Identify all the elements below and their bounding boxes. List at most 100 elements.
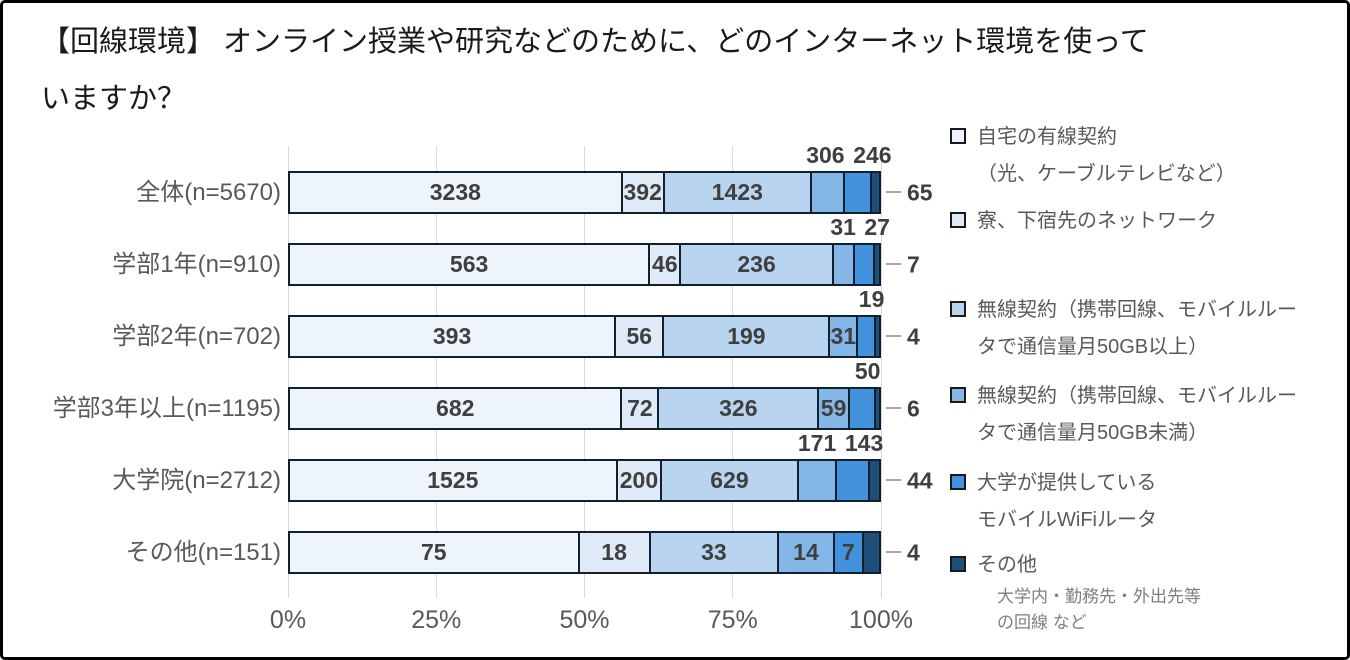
legend-item: 大学が提供している モバイルWiFiルータ (950, 465, 1157, 539)
bar-segment: 1525 (290, 461, 618, 500)
segment-label: 199 (727, 323, 766, 349)
legend-swatch (950, 474, 966, 490)
bar-row: 1525 200 629 44 171 143 (288, 430, 933, 502)
legend-item: 自宅の有線契約 （光、ケーブルテレビなど） (950, 119, 1236, 193)
legend: 自宅の有線契約 （光、ケーブルテレビなど） 寮、下宿先のネットワーク無線契約（携帯回… (950, 3, 1347, 657)
segment-label: 75 (420, 539, 447, 565)
segment-label: 18 (601, 539, 627, 565)
legend-label-line: 無線契約（携帯回線、モバイルルー (977, 385, 1297, 407)
legend-label-line: その他 (977, 554, 1037, 576)
legend-label: 自宅の有線契約 （光、ケーブルテレビなど） (977, 119, 1236, 193)
above-label: 19 (858, 286, 885, 312)
bar-segment: 200 (617, 461, 663, 500)
above-label: 27 (864, 214, 890, 240)
bar-segment (875, 317, 879, 356)
category-label: 全体(n=5670) (136, 179, 281, 206)
bar-segment (869, 461, 879, 500)
legend-label-line: 寮、下宿先のネットワーク (977, 210, 1217, 232)
bar-segment (876, 389, 879, 428)
above-label: 50 (854, 358, 881, 384)
category-label: 学部3年以上(n=1195) (52, 395, 281, 422)
bar-segment (837, 461, 870, 500)
chart-title: 【回線環境】 オンライン授業や研究などのために、どのインターネット環境を使って … (41, 14, 1331, 128)
gridline (584, 146, 585, 598)
leader-line (886, 190, 901, 193)
x-tick-label: 25% (411, 606, 462, 634)
bar-segment: 3238 (290, 173, 623, 212)
category-label: 学部1年(n=910) (112, 251, 281, 278)
bar-segment: 393 (290, 317, 617, 356)
legend-label: 寮、下宿先のネットワーク (977, 203, 1217, 240)
segment-label: 393 (432, 323, 472, 349)
outside-label: 4 (907, 323, 920, 349)
segment-label: 326 (719, 395, 758, 421)
legend-label-line: タで通信量月50GB未満） (977, 422, 1209, 444)
segment-label: 563 (449, 251, 489, 277)
legend-label-line: 大学が提供している (977, 472, 1157, 494)
category-label: 学部2年(n=702) (112, 323, 281, 350)
gridline (732, 146, 734, 598)
bar-segment: 72 (622, 389, 660, 428)
segment-label: 72 (627, 395, 653, 421)
bar-segment: 31 (830, 317, 859, 356)
outside-label: 7 (907, 251, 920, 277)
x-axis: 0% 25% 50% 75% 100% (3, 606, 1347, 642)
above-label: 171 (797, 430, 837, 456)
legend-swatch (950, 128, 966, 144)
gridline (287, 146, 289, 598)
bar-segment (845, 173, 873, 212)
bar-row: 393 56 199 31 4 19 (288, 286, 920, 358)
bar-segment (874, 245, 879, 284)
segment-label: 682 (436, 395, 475, 421)
segment-label: 3238 (429, 179, 481, 205)
segment-label: 56 (626, 323, 653, 349)
segment-label: 46 (652, 251, 678, 277)
category-label: 大学院(n=2712) (112, 467, 281, 494)
segment-label: 59 (820, 395, 847, 421)
legend-label-line: タで通信量月50GB以上） (977, 336, 1209, 358)
legend-item: その他 大学内・勤務先・外出先等 の回線 など (950, 547, 1201, 636)
legend-label-line: モバイルWiFiルータ (977, 509, 1157, 531)
leader-line (886, 478, 901, 481)
bar-segment: 7 (834, 533, 864, 572)
bar-row: 682 72 326 59 6 50 (288, 358, 920, 430)
segment-label: 236 (737, 251, 776, 277)
bar-segment: 236 (681, 245, 834, 284)
bar-row: 75 18 33 14 7 4 (288, 531, 920, 574)
legend-item: 寮、下宿先のネットワーク (950, 203, 1217, 240)
bar-row: 3238 392 1423 65 306 246 (288, 142, 933, 214)
bar-segment: 682 (290, 389, 623, 428)
bar-segment: 46 (650, 245, 682, 284)
x-tick-label: 100% (849, 606, 913, 634)
chart-title-line-2: いますか？ (41, 83, 187, 115)
legend-swatch (950, 387, 966, 403)
bar-segment (872, 173, 880, 212)
leader-line (886, 406, 901, 409)
bar-segment: 75 (290, 533, 580, 572)
bar-segment: 563 (290, 245, 651, 284)
bar-segment (812, 173, 846, 212)
bar-segment: 326 (659, 389, 820, 428)
outside-label: 65 (907, 179, 933, 205)
segment-label: 1423 (711, 179, 763, 205)
above-label: 246 (853, 142, 892, 168)
bar-segment (855, 245, 875, 284)
bar-row: 563 46 236 7 31 27 (288, 214, 920, 286)
segment-label: 200 (619, 467, 659, 493)
legend-label-line: 無線契約（携帯回線、モバイルルー (977, 299, 1297, 321)
bar-segment (863, 533, 879, 572)
bar-segment: 56 (616, 317, 665, 356)
outside-label: 6 (907, 395, 920, 421)
bar-segment: 33 (650, 533, 780, 572)
plot-area: 3238 392 1423 65 306 246 563 46 236 7 31 27 393 56 199… (287, 142, 933, 598)
bar-segment (798, 461, 838, 500)
bar-segment (858, 317, 876, 356)
x-tick-label: 75% (707, 606, 758, 634)
legend-label: 無線契約（携帯回線、モバイルルー タで通信量月50GB以上） (977, 292, 1297, 366)
bar-segment: 629 (662, 461, 799, 500)
outside-label: 44 (907, 467, 933, 493)
above-label: 31 (830, 214, 856, 240)
gridline (880, 146, 882, 598)
legend-swatch (950, 301, 966, 317)
legend-item: 無線契約（携帯回線、モバイルルー タで通信量月50GB未満） (950, 378, 1297, 452)
